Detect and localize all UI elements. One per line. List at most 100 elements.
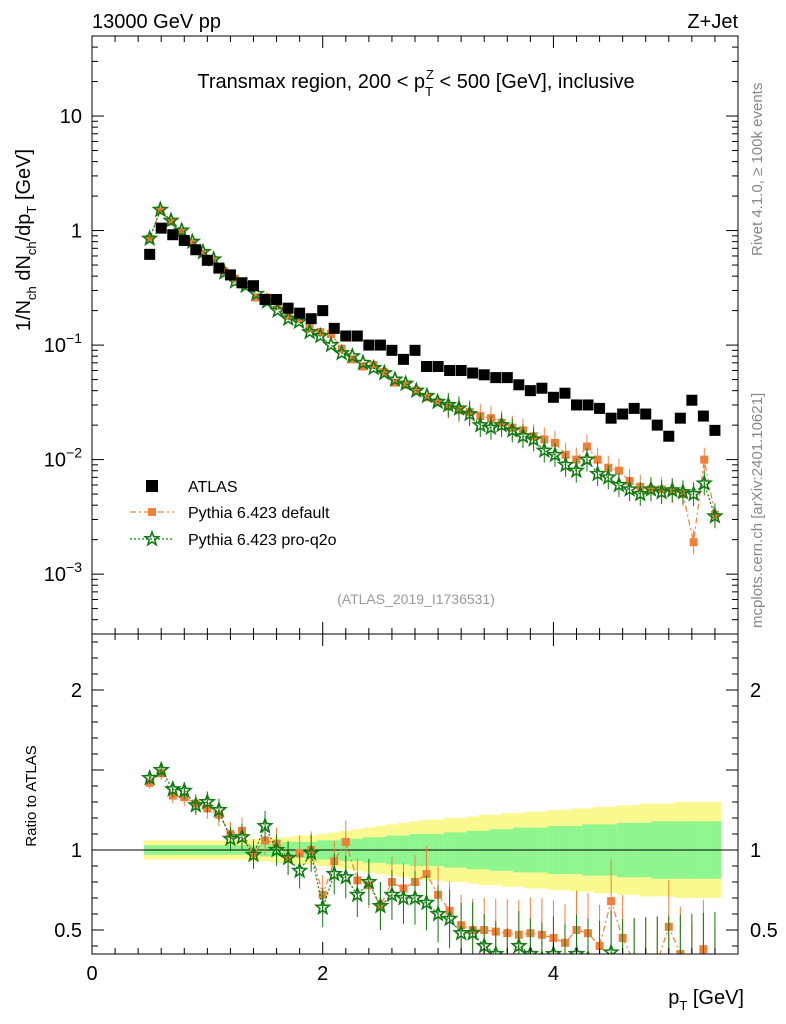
default-point bbox=[316, 328, 325, 337]
proq2o-ratio-point bbox=[567, 944, 586, 954]
main-y-tick-label: 10−1 bbox=[44, 330, 82, 357]
proq2o-ratio-point bbox=[486, 944, 505, 954]
atlas-point bbox=[363, 339, 375, 351]
atlas-point bbox=[178, 234, 190, 246]
default-point bbox=[326, 329, 335, 338]
atlas-point bbox=[605, 412, 617, 424]
default-ratio-point bbox=[642, 958, 650, 966]
ratio-plot: 0.5 0.5 1 1 2 2 0 2 4 Ratio to ATLAS pT [GeV] bbox=[23, 633, 778, 1013]
atlas-point bbox=[594, 402, 606, 414]
proq2o-ratio-point bbox=[714, 952, 716, 954]
proq2o-point bbox=[567, 461, 586, 479]
proq2o-ratio-point bbox=[599, 952, 601, 954]
atlas-point bbox=[144, 248, 156, 260]
atlas-point bbox=[651, 419, 663, 431]
proq2o-ratio-point bbox=[348, 885, 367, 903]
default-point bbox=[582, 442, 591, 451]
atlas-point bbox=[386, 344, 398, 356]
region-title-sup: Z bbox=[426, 67, 434, 82]
proq2o-point bbox=[546, 445, 564, 463]
legend-marker-default bbox=[148, 508, 156, 516]
proq2o-point bbox=[407, 381, 426, 399]
atlas-point bbox=[709, 424, 721, 436]
legend-label-proq2o: Pythia 6.423 pro-q2o bbox=[188, 532, 337, 549]
region-title-sub: T bbox=[425, 84, 433, 99]
ratio-y-tick-label: 2 bbox=[71, 680, 82, 702]
ratio-y-tick-label-right: 1 bbox=[750, 840, 761, 862]
atlas-point bbox=[663, 430, 675, 442]
process-label: Z+Jet bbox=[687, 11, 738, 33]
atlas-point bbox=[259, 294, 271, 306]
default-point bbox=[689, 538, 698, 547]
ratio-x-tick-label: 2 bbox=[317, 963, 328, 985]
atlas-point bbox=[501, 372, 513, 384]
atlas-point bbox=[571, 399, 582, 411]
atlas-point bbox=[167, 229, 179, 241]
atlas-point bbox=[547, 391, 559, 403]
default-point bbox=[401, 380, 410, 389]
proq2o-ratio-point bbox=[221, 829, 240, 847]
main-y-tick-label: 10 bbox=[60, 106, 82, 128]
default-point bbox=[156, 206, 165, 215]
proq2o-ratio-point bbox=[440, 909, 459, 927]
proq2o-point bbox=[642, 480, 660, 497]
main-y-tick-label: 10−2 bbox=[44, 445, 82, 472]
atlas-point bbox=[617, 408, 629, 420]
proq2o-ratio-point bbox=[622, 952, 624, 954]
atlas-point bbox=[340, 330, 352, 342]
atlas-point bbox=[467, 367, 479, 379]
atlas-point bbox=[686, 394, 698, 406]
ratio-x-tick-label: 0 bbox=[86, 963, 97, 985]
atlas-point bbox=[640, 408, 652, 420]
proq2o-point bbox=[354, 353, 372, 371]
proq2o-point bbox=[578, 450, 596, 468]
ratio-x-ticks: 0 2 4 bbox=[86, 634, 739, 985]
proq2o-ratio-point bbox=[163, 779, 182, 797]
ratio-y-tick-label-right: 2 bbox=[750, 680, 761, 702]
proq2o-ratio-point bbox=[152, 760, 171, 778]
proq2o-ratio-point bbox=[187, 795, 205, 813]
proq2o-point bbox=[418, 386, 436, 404]
default-point bbox=[380, 368, 389, 377]
proq2o-point bbox=[620, 479, 639, 497]
proq2o-point bbox=[524, 430, 543, 447]
ratio-x-tick-label: 4 bbox=[548, 963, 559, 985]
atlas-point bbox=[444, 364, 456, 376]
atlas-point bbox=[513, 379, 525, 391]
default-point bbox=[614, 466, 623, 475]
default-ratio-point bbox=[688, 966, 696, 974]
atlas-point bbox=[374, 339, 386, 351]
default-ratio-point bbox=[607, 897, 616, 906]
x-axis-label: pT [GeV] bbox=[668, 987, 744, 1013]
proq2o-ratio-point bbox=[256, 816, 274, 834]
proq2o-point bbox=[332, 343, 351, 361]
proq2o-ratio-point bbox=[210, 800, 228, 818]
proq2o-point bbox=[684, 484, 703, 502]
proq2o-ratio-point bbox=[633, 952, 635, 954]
atlas-point bbox=[697, 410, 709, 422]
atlas-point bbox=[282, 302, 294, 314]
proq2o-point bbox=[460, 404, 479, 422]
proq2o-ratio-point bbox=[417, 893, 436, 911]
proq2o-ratio-point bbox=[429, 904, 447, 922]
proq2o-point bbox=[396, 374, 415, 392]
proq2o-point bbox=[375, 363, 394, 381]
atlas-point bbox=[305, 313, 317, 325]
ratio-y-tick-label-right: 0.5 bbox=[750, 920, 778, 942]
atlas-point bbox=[271, 294, 283, 306]
default-point bbox=[199, 249, 208, 258]
proq2o-ratio-point bbox=[463, 923, 482, 941]
proq2o-point bbox=[311, 326, 330, 344]
proq2o-point bbox=[322, 335, 340, 353]
default-point bbox=[593, 455, 602, 464]
proq2o-point bbox=[695, 474, 714, 491]
default-point bbox=[188, 238, 197, 247]
proq2o-point bbox=[599, 468, 618, 485]
energy-label: 13000 GeV pp bbox=[92, 11, 221, 33]
proq2o-point bbox=[343, 346, 362, 364]
atlas-point bbox=[224, 269, 236, 281]
proq2o-point bbox=[162, 211, 180, 229]
atlas-point bbox=[155, 222, 167, 234]
proq2o-ratio-point bbox=[267, 840, 286, 858]
proq2o-ratio-point bbox=[679, 952, 681, 954]
